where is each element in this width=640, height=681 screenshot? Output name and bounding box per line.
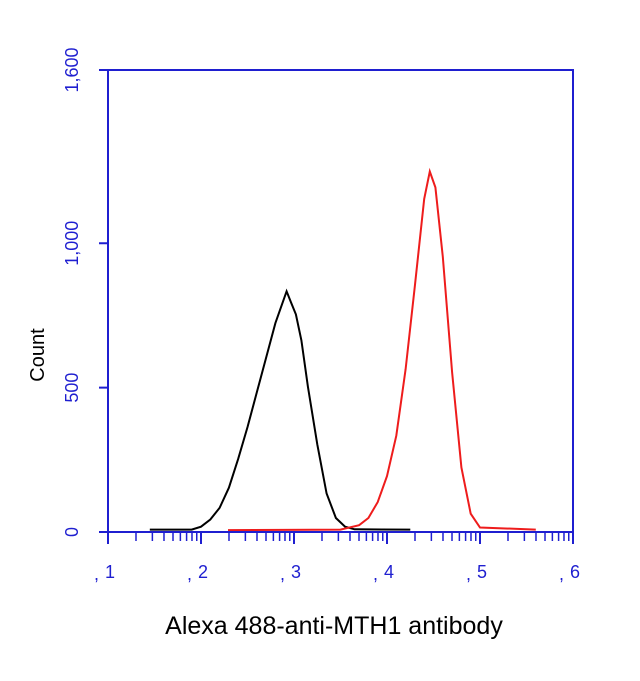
x-tick-label: 4	[384, 562, 394, 582]
x-axis-label: Alexa 488-anti-MTH1 antibody	[165, 612, 503, 640]
x-tick-comma: ,	[373, 564, 378, 584]
x-tick-label: 2	[198, 562, 208, 582]
y-tick-label: 1,600	[62, 47, 82, 92]
x-tick-comma: ,	[280, 564, 285, 584]
y-tick-label: 1,000	[62, 221, 82, 266]
x-tick-label: 5	[477, 562, 487, 582]
x-tick-comma: ,	[559, 564, 564, 584]
y-axis-label: Count	[27, 328, 49, 382]
y-tick-label: 500	[62, 373, 82, 403]
x-tick-label: 3	[291, 562, 301, 582]
y-tick-label: 0	[62, 527, 82, 537]
x-tick-comma: ,	[94, 564, 99, 584]
histogram-series-2	[227, 167, 536, 532]
x-tick-comma: ,	[187, 564, 192, 584]
x-tick-label: 6	[570, 562, 580, 582]
histogram-series-1	[149, 288, 411, 531]
x-tick-label: 1	[105, 562, 115, 582]
plot-frame	[107, 69, 574, 533]
x-tick-comma: ,	[466, 564, 471, 584]
